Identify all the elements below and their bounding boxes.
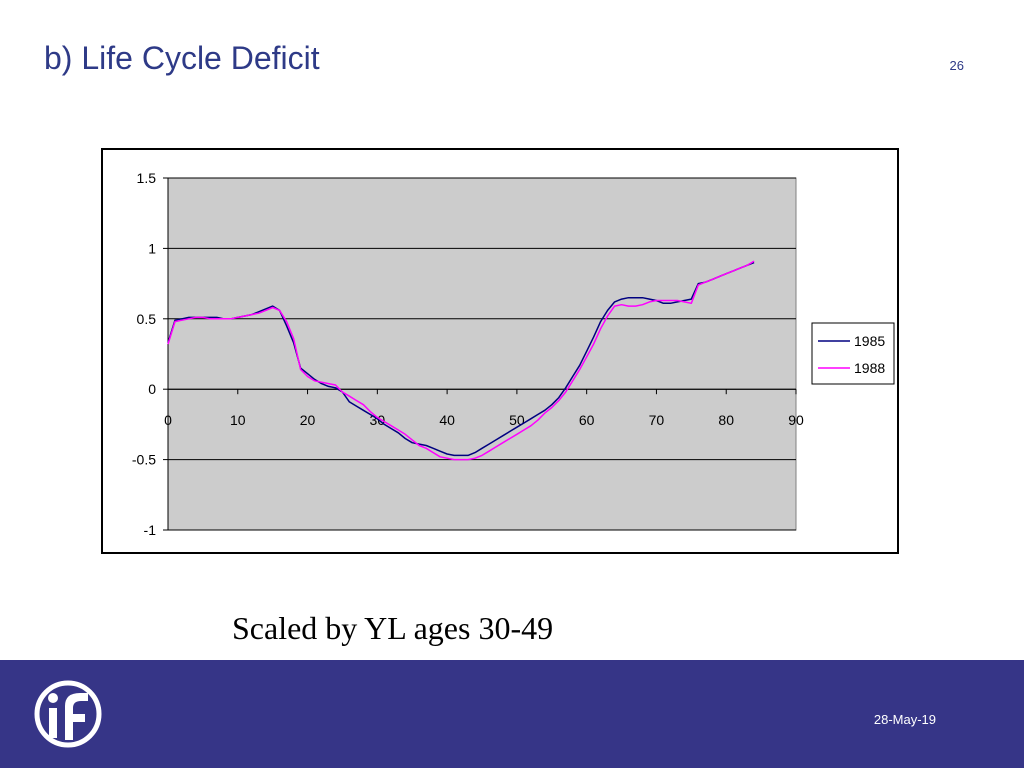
y-tick-label: -0.5 [132,452,156,468]
legend-label: 1988 [854,360,885,376]
series-lines [167,260,755,461]
x-tick-label: 10 [230,412,246,428]
x-tick-label: 70 [649,412,665,428]
institution-logo [34,680,102,748]
x-tick-label: 90 [788,412,804,428]
legend: 1985 1988 [811,322,895,385]
legend-label: 1985 [854,333,885,349]
y-tick-label: 1 [148,240,156,256]
legend-box [811,322,895,385]
life-cycle-deficit-chart: 1.510.50-0.5-10 10 20 30 40 50 60 70 80 90 198519… [132,170,895,538]
y-tick-label: 1.5 [137,170,157,186]
slide-date: 28-May-19 [873,712,936,727]
slide-title: b) Life Cycle Deficit [44,40,320,76]
slide-number: 26 [949,58,964,73]
plot-area [167,177,797,531]
x-tick-label: 80 [718,412,734,428]
y-tick-label: 0 [148,381,156,397]
y-tick-label: 0.5 [137,311,157,327]
x-tick-label: 50 [509,412,525,428]
x-tick-label: 60 [579,412,595,428]
x-tick-label: 20 [300,412,316,428]
x-tick-label: 40 [439,412,455,428]
footer-band: 28-May-19 [0,660,1024,768]
y-tick-label: -1 [144,522,157,538]
chart-caption: Scaled by YL ages 30-49 [232,610,554,646]
axes: 1.510.50-0.5-10 10 20 30 40 50 60 70 80 90 [132,170,804,538]
series-line-1988 [167,260,755,461]
chart-frame: 1.5 1 0.5 0 -0.5 -1 0 10 20 30 40 50 60 70 80 90 1985 19… [101,148,899,554]
x-tick-label: 0 [164,412,172,428]
